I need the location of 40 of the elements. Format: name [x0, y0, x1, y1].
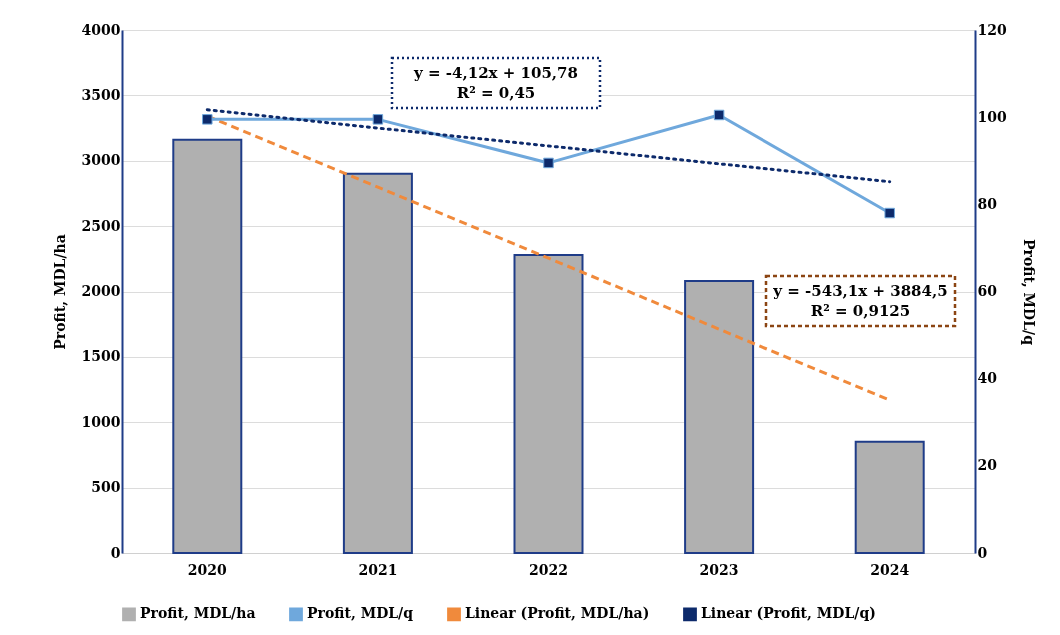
y-tick-label: 4000 — [81, 21, 121, 38]
y-tick-label: 0 — [110, 544, 121, 561]
bar — [172, 138, 243, 554]
y2-tick-label: 80 — [977, 195, 998, 212]
y2-tick-label: 0 — [977, 544, 988, 561]
y2-tick-label: 20 — [977, 457, 998, 474]
y-tick-label: 3500 — [81, 86, 121, 103]
bar — [854, 440, 925, 554]
x-tick-label: 2020 — [187, 561, 228, 578]
y-axis-title: Profit, MDL/ha — [51, 234, 68, 350]
bar — [342, 172, 413, 554]
x-tick-label: 2024 — [870, 561, 910, 578]
annotation: y = -543,1x + 3884,5 R² = 0,9125 — [772, 282, 948, 320]
legend-label: Linear (Profit, MDL/q) — [701, 605, 876, 622]
y2-tick-label: 100 — [977, 108, 1007, 125]
x-tick-label: 2021 — [358, 561, 398, 578]
point — [372, 114, 384, 125]
line-series — [205, 108, 892, 184]
legend-label: Profit, MDL/q — [307, 605, 414, 622]
y2-tick-label: 60 — [977, 283, 998, 299]
x-tick-label: 2022 — [529, 561, 568, 578]
point — [202, 114, 213, 125]
x-tick-label: 2023 — [699, 561, 739, 578]
y2-axis-title: Profit, MDL/q — [1020, 238, 1037, 346]
y-tick-label: 3000 — [81, 152, 121, 169]
y-tick-label: 1500 — [81, 348, 121, 365]
y2-tick-label: 40 — [977, 370, 998, 387]
annotation: y = -4,12x + 105,78 R² = 0,45 — [413, 64, 578, 102]
legend-label: Profit, MDL/ha — [140, 605, 256, 622]
y-tick-label: 1000 — [81, 413, 121, 430]
bar — [513, 253, 584, 554]
bar — [684, 280, 755, 554]
point — [543, 157, 554, 169]
y2-tick-label: 120 — [977, 21, 1007, 38]
y-tick-label: 2000 — [81, 283, 121, 299]
point — [884, 207, 895, 219]
point — [713, 109, 725, 121]
y-tick-label: 500 — [91, 479, 121, 496]
y-tick-label: 2500 — [81, 217, 121, 234]
legend-label: Linear (Profit, MDL/ha) — [465, 605, 650, 622]
